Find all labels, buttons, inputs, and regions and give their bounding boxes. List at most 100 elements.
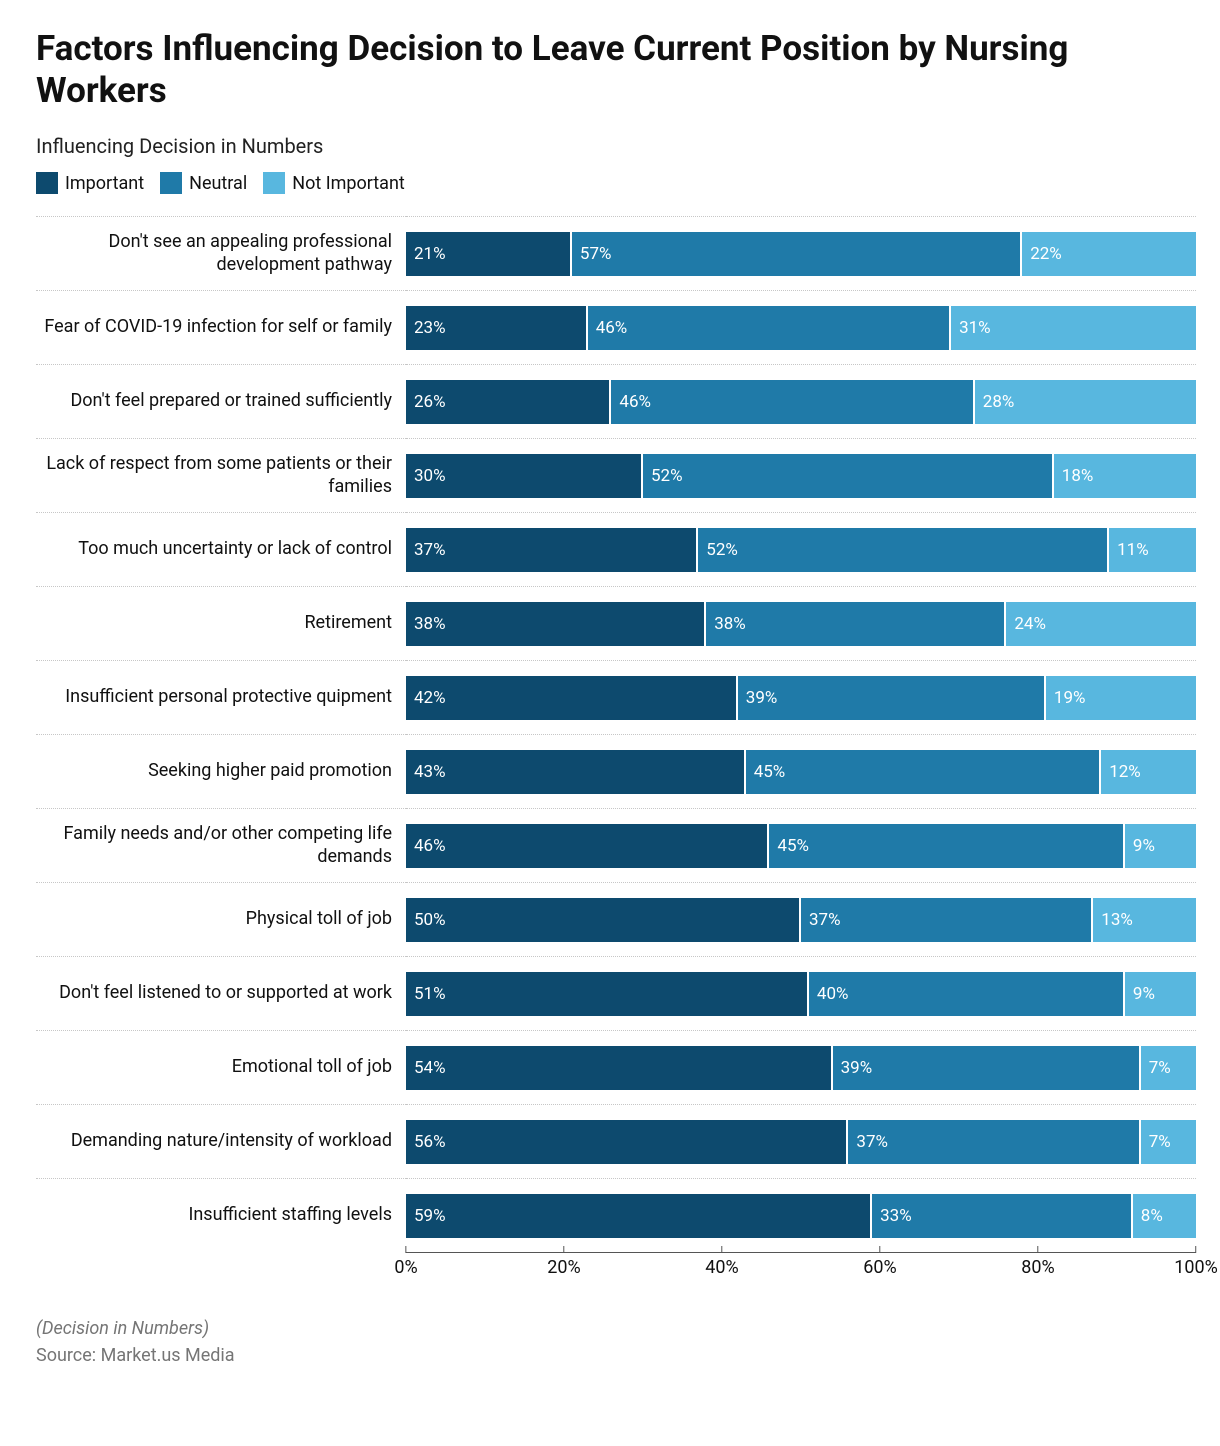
row-label: Lack of respect from some patients or th… [36, 453, 406, 498]
x-axis-tick: 100% [1174, 1246, 1218, 1278]
bar-segment-value: 7% [1149, 1058, 1171, 1078]
row-label: Family needs and/or other competing life… [36, 823, 406, 868]
bar-segment-important: 21% [406, 232, 572, 276]
bar-segment-important: 26% [406, 380, 611, 424]
stacked-bar: 56%37%7% [406, 1120, 1196, 1164]
bar-row: 46% 45% 9% [406, 808, 1196, 882]
bar-segment-neutral: 37% [848, 1120, 1140, 1164]
row-label: Don't feel prepared or trained sufficien… [36, 390, 406, 413]
bar-row: 51%40%9% [406, 956, 1196, 1030]
legend-item: Neutral [160, 172, 247, 194]
bar-row: 38% 38% 24% [406, 586, 1196, 660]
row-label: Emotional toll of job [36, 1056, 406, 1079]
row-label: Insufficient personal protective quipmen… [36, 686, 406, 709]
bar-segment-value: 45% [754, 762, 786, 782]
row-label: Physical toll of job [36, 908, 406, 931]
row-label: Don't feel listened to or supported at w… [36, 982, 406, 1005]
bar-segment-neutral: 45% [769, 824, 1125, 868]
bar-segment-not_important: 12% [1101, 750, 1196, 794]
bar-segment-value: 52% [651, 466, 683, 486]
bar-row: 42% 39% 19% [406, 660, 1196, 734]
bar-segment-value: 38% [714, 614, 746, 634]
row-label: Demanding nature/intensity of workload [36, 1130, 406, 1153]
bar-segment-important: 50% [406, 898, 801, 942]
stacked-bar: 30% 52% 18% [406, 454, 1196, 498]
bar-segment-value: 51% [414, 984, 446, 1004]
bar-segment-value: 40% [817, 984, 849, 1004]
bar-segment-important: 42% [406, 676, 738, 720]
row-label: Don't see an appealing professional deve… [36, 231, 406, 276]
x-axis-tick-label: 60% [863, 1257, 896, 1278]
legend-label: Important [65, 173, 144, 194]
bar-segment-important: 59% [406, 1194, 872, 1238]
bar-row: 54%39%7% [406, 1030, 1196, 1104]
bar-segment-value: 37% [414, 540, 446, 560]
chart: Don't see an appealing professional deve… [36, 216, 1184, 1290]
bar-segment-value: 30% [414, 466, 446, 486]
bar-segment-neutral: 46% [588, 306, 951, 350]
bar-segment-not_important: 24% [1006, 602, 1196, 646]
bar-segment-important: 54% [406, 1046, 833, 1090]
bar-segment-not_important: 13% [1093, 898, 1196, 942]
x-axis-tick-label: 100% [1174, 1257, 1218, 1278]
bar-segment-not_important: 22% [1022, 232, 1196, 276]
bar-segment-value: 18% [1062, 466, 1094, 486]
row-label: Seeking higher paid promotion [36, 760, 406, 783]
stacked-bar: 54%39%7% [406, 1046, 1196, 1090]
bar-segment-value: 38% [414, 614, 446, 634]
x-axis: 0%20%40%60%80%100% [406, 1252, 1196, 1290]
row-labels-column: Don't see an appealing professional deve… [36, 216, 406, 1252]
bar-segment-not_important: 7% [1141, 1046, 1196, 1090]
bar-segment-neutral: 39% [738, 676, 1046, 720]
bar-row: 26%46%28% [406, 364, 1196, 438]
bar-segment-important: 51% [406, 972, 809, 1016]
stacked-bar: 59%33%8% [406, 1194, 1196, 1238]
stacked-bar: 37% 52% 11% [406, 528, 1196, 572]
bar-segment-important: 37% [406, 528, 698, 572]
bar-segment-value: 11% [1117, 540, 1149, 560]
footnote: (Decision in Numbers) [36, 1318, 1184, 1339]
stacked-bar: 46% 45% 9% [406, 824, 1196, 868]
x-axis-tick-label: 40% [705, 1257, 738, 1278]
bar-segment-important: 56% [406, 1120, 848, 1164]
stacked-bar: 43%45%12% [406, 750, 1196, 794]
bars-column: 21%57%22%23%46%31%26%46%28%30%52%18%37%5… [406, 216, 1196, 1252]
row-label: Insufficient staffing levels [36, 1204, 406, 1227]
bar-segment-not_important: 19% [1046, 676, 1196, 720]
bar-segment-value: 39% [746, 688, 778, 708]
stacked-bar: 21%57%22% [406, 232, 1196, 276]
bar-segment-value: 12% [1109, 762, 1141, 782]
chart-title: Factors Influencing Decision to Leave Cu… [36, 28, 1136, 112]
x-axis-tick: 20% [547, 1246, 580, 1278]
bar-segment-value: 54% [414, 1058, 446, 1078]
row-label: Retirement [36, 612, 406, 635]
bar-segment-value: 24% [1014, 614, 1046, 634]
bar-segment-value: 46% [619, 392, 651, 412]
stacked-bar: 38% 38% 24% [406, 602, 1196, 646]
legend-swatch [263, 172, 285, 194]
bar-segment-not_important: 9% [1125, 824, 1196, 868]
bar-segment-important: 38% [406, 602, 706, 646]
bar-segment-neutral: 57% [572, 232, 1022, 276]
legend-item: Important [36, 172, 144, 194]
bar-segment-value: 52% [706, 540, 738, 560]
x-axis-tick: 40% [705, 1246, 738, 1278]
source-prefix: Source: [36, 1345, 101, 1366]
bar-segment-value: 26% [414, 392, 446, 412]
bar-segment-not_important: 7% [1141, 1120, 1196, 1164]
bar-segment-neutral: 40% [809, 972, 1125, 1016]
bar-segment-value: 46% [596, 318, 628, 338]
bar-segment-value: 50% [414, 910, 446, 930]
x-axis-tick-label: 20% [547, 1257, 580, 1278]
chart-subtitle: Influencing Decision in Numbers [36, 134, 1184, 158]
x-axis-tick: 60% [863, 1246, 896, 1278]
bar-row: 50%37%13% [406, 882, 1196, 956]
bar-segment-important: 46% [406, 824, 769, 868]
bar-row: 30% 52% 18% [406, 438, 1196, 512]
row-label: Fear of COVID-19 infection for self or f… [36, 316, 406, 339]
bar-segment-neutral: 45% [746, 750, 1102, 794]
stacked-bar: 26%46%28% [406, 380, 1196, 424]
legend-label: Not Important [292, 173, 405, 194]
bar-segment-important: 30% [406, 454, 643, 498]
bar-segment-value: 45% [777, 836, 809, 856]
